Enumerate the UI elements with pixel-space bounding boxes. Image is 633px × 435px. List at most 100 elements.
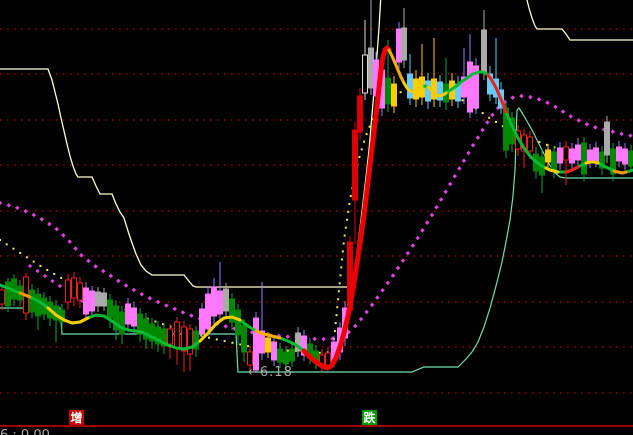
candle-body <box>223 288 229 312</box>
ma-line-segment <box>198 315 242 343</box>
magenta-band-dot <box>54 226 60 232</box>
yellow-band-dot <box>333 330 336 333</box>
magenta-band-dot <box>457 166 462 171</box>
yellow-band-dot <box>339 274 342 277</box>
candle-body <box>467 61 473 113</box>
magenta-band-dot <box>610 129 616 134</box>
yellow-band-dot <box>0 239 1 241</box>
candle-body <box>77 282 83 301</box>
yellow-band-dot <box>286 349 289 352</box>
magenta-band-dot <box>364 309 369 315</box>
magenta-band-dot <box>461 158 467 164</box>
candle-body <box>271 341 277 361</box>
yellow-band-dot <box>154 320 157 323</box>
yellow-band-dot <box>53 272 56 275</box>
candle-body <box>113 305 119 331</box>
yellow-band-dot <box>461 99 464 102</box>
yellow-band-dot <box>342 242 345 245</box>
chart-canvas[interactable] <box>0 0 633 426</box>
magenta-band-dot <box>420 228 425 233</box>
upper-step-line <box>0 0 633 288</box>
candle-body <box>563 146 569 161</box>
candle-body <box>368 47 374 89</box>
yellow-band-dot <box>169 325 172 328</box>
yellow-band-dot <box>338 282 341 285</box>
yellow-band-dot <box>247 345 250 348</box>
magenta-band-dot <box>510 95 515 100</box>
candle-body <box>229 298 235 323</box>
magenta-band-2-dot <box>50 278 55 284</box>
candle-body <box>205 293 211 330</box>
candle-body <box>295 332 301 352</box>
magenta-band-dot <box>369 302 375 308</box>
ma-line-segment <box>254 329 282 340</box>
magenta-band-dot <box>31 212 37 218</box>
candle-body <box>35 293 41 317</box>
yellow-band-dot <box>344 226 347 229</box>
candle-body <box>167 328 173 345</box>
candle-body <box>247 351 253 366</box>
candle-body <box>581 142 587 175</box>
magenta-band-dot <box>447 181 453 187</box>
candle-body <box>301 335 307 356</box>
magenta-band-dot <box>443 189 448 195</box>
signal-label-fall: 跌 <box>362 410 377 425</box>
magenta-band-dot <box>405 250 411 256</box>
magenta-band-2-dot <box>27 263 33 269</box>
magenta-band-dot <box>528 94 533 100</box>
magenta-band-dot <box>100 268 106 274</box>
magenta-band-dot <box>434 205 439 210</box>
candle-body <box>137 313 143 335</box>
candle-body <box>0 289 5 305</box>
yellow-band-dot <box>337 290 340 293</box>
magenta-band-2-dot <box>35 268 40 274</box>
candle-body <box>83 287 89 315</box>
yellow-band-dot <box>39 264 42 267</box>
candle-body <box>181 326 187 352</box>
candle-body <box>283 351 289 365</box>
yellow-band-dot <box>538 141 541 144</box>
yellow-band-dot <box>347 210 350 213</box>
magenta-band-dot <box>395 265 401 271</box>
magenta-band-2-dot <box>42 273 48 279</box>
yellow-band-dot <box>231 341 234 344</box>
yellow-band-dot <box>358 156 361 159</box>
magenta-band-dot <box>380 287 385 293</box>
magenta-band-dot <box>321 336 326 342</box>
candle-body <box>527 136 533 152</box>
magenta-band-dot <box>545 100 550 105</box>
magenta-band-dot <box>6 203 11 208</box>
ma-line-segment <box>486 73 508 114</box>
candle-body <box>425 80 431 102</box>
magenta-band-dot <box>390 273 396 278</box>
candle-body <box>616 146 622 162</box>
panel-separator-line <box>0 425 633 427</box>
ma-line-segment <box>46 306 90 325</box>
magenta-band-dot <box>73 246 78 251</box>
magenta-band-dot <box>93 264 98 269</box>
candle-body <box>407 73 413 99</box>
yellow-band-dot <box>19 251 22 254</box>
candle-body <box>401 27 407 61</box>
yellow-band-dot <box>371 118 374 121</box>
candle-body <box>131 307 137 327</box>
candle-body <box>101 292 107 307</box>
candle-body <box>385 77 391 105</box>
ma-line-segment <box>564 165 580 174</box>
yellow-band-dot <box>488 116 491 119</box>
yellow-band-dot <box>368 125 371 128</box>
magenta-band-dot <box>223 324 228 329</box>
magenta-band-dot <box>23 208 28 214</box>
yellow-band-dot <box>335 314 338 317</box>
magenta-band-dot <box>490 112 495 118</box>
candle-body <box>259 330 265 354</box>
candle-body <box>575 144 581 161</box>
yellow-band-dot <box>365 133 368 136</box>
candle-body <box>357 95 363 133</box>
candle-body <box>569 148 575 164</box>
yellow-band-dot <box>334 322 337 325</box>
yellow-band-dot <box>399 91 402 94</box>
footer-indicator-text: 6 : 0.00 <box>0 428 50 435</box>
candle-body <box>593 147 599 162</box>
magenta-band-dot <box>429 212 435 218</box>
